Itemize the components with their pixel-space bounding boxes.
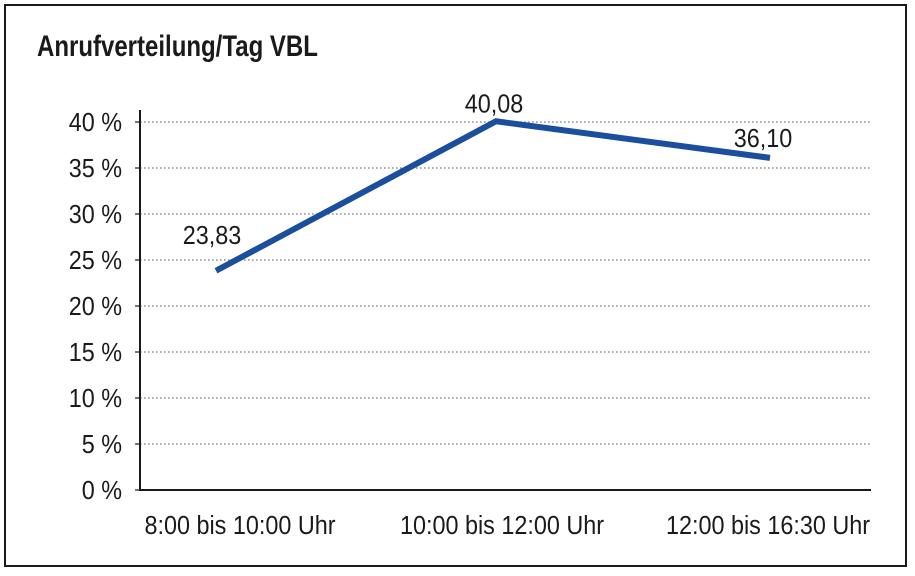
y-tick-label-group: 40 % bbox=[69, 109, 122, 137]
x-category-label-group: 12:00 bis 16:30 Uhr bbox=[666, 512, 870, 540]
x-category-label-group: 10:00 bis 12:00 Uhr bbox=[400, 512, 604, 540]
y-tick-label-group: 15 % bbox=[69, 339, 122, 367]
point-label-group: 40,08 bbox=[465, 90, 524, 118]
y-tick-label: 40 % bbox=[69, 109, 122, 137]
chart-title: Anrufverteilung/Tag VBL bbox=[37, 30, 318, 63]
y-tick-label: 0 % bbox=[82, 477, 122, 505]
point-label: 40,08 bbox=[465, 90, 524, 118]
y-tick-label-group: 10 % bbox=[69, 385, 122, 413]
y-tick-label-group: 30 % bbox=[69, 201, 122, 229]
y-tick-label: 15 % bbox=[69, 339, 122, 367]
x-category-label: 8:00 bis 10:00 Uhr bbox=[144, 512, 335, 540]
y-tick-label-group: 0 % bbox=[82, 477, 122, 505]
point-label: 36,10 bbox=[734, 125, 793, 153]
y-tick-label: 25 % bbox=[69, 247, 122, 275]
x-category-label-group: 8:00 bis 10:00 Uhr bbox=[144, 512, 335, 540]
point-label-group: 23,83 bbox=[183, 222, 242, 250]
x-category-label: 12:00 bis 16:30 Uhr bbox=[666, 512, 870, 540]
y-tick-label: 20 % bbox=[69, 293, 122, 321]
y-tick-label-group: 5 % bbox=[82, 431, 122, 459]
x-category-label: 10:00 bis 12:00 Uhr bbox=[400, 512, 604, 540]
y-tick-label: 35 % bbox=[69, 155, 122, 183]
y-tick-label: 30 % bbox=[69, 201, 122, 229]
y-tick-label-group: 35 % bbox=[69, 155, 122, 183]
data-line bbox=[214, 118, 771, 274]
y-tick-label: 10 % bbox=[69, 385, 122, 413]
point-label: 23,83 bbox=[183, 222, 242, 250]
y-tick-label-group: 25 % bbox=[69, 247, 122, 275]
y-tick-label: 5 % bbox=[82, 431, 122, 459]
point-label-group: 36,10 bbox=[734, 125, 793, 153]
y-tick-label-group: 20 % bbox=[69, 293, 122, 321]
